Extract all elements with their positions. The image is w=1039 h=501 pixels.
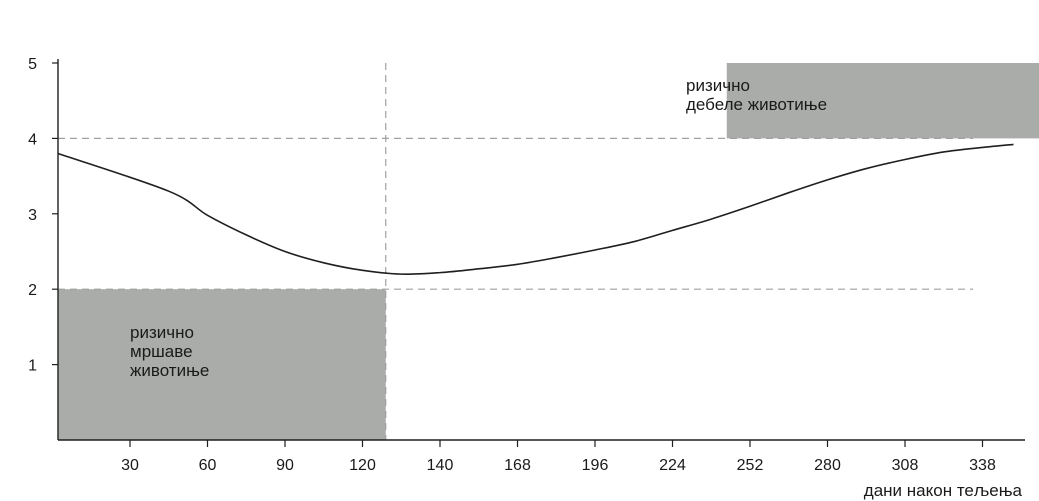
x-tick-label-308: 308 xyxy=(892,457,919,474)
x-tick-label-30: 30 xyxy=(121,457,139,474)
zone-label-high-1: дебеле животиње xyxy=(686,95,827,114)
y-tick-label-2: 2 xyxy=(28,282,37,299)
y-tick-label-4: 4 xyxy=(28,131,37,148)
x-tick-label-196: 196 xyxy=(582,457,609,474)
zone-label-low-1: мршаве xyxy=(130,342,193,361)
curve-layer xyxy=(57,143,1014,275)
x-tick-label-120: 120 xyxy=(349,457,376,474)
x-axis-title: дани након тељења xyxy=(864,481,1023,500)
zone-label-low-2: животиње xyxy=(130,361,209,380)
axes-layer xyxy=(52,59,1025,447)
zone-low xyxy=(58,289,386,440)
reference-lines-layer xyxy=(58,63,973,440)
zone-label-low-0: ризично xyxy=(130,323,194,342)
y-tick-label-5: 5 xyxy=(28,56,37,73)
x-tick-label-252: 252 xyxy=(737,457,764,474)
zone-label-high-0: ризично xyxy=(686,76,750,95)
x-tick-label-90: 90 xyxy=(276,457,294,474)
x-tick-label-140: 140 xyxy=(427,457,454,474)
x-tick-label-224: 224 xyxy=(659,457,686,474)
x-tick-label-280: 280 xyxy=(814,457,841,474)
x-tick-label-338: 338 xyxy=(969,457,996,474)
x-tick-label-60: 60 xyxy=(199,457,217,474)
y-tick-label-3: 3 xyxy=(28,207,37,224)
y-tick-label-1: 1 xyxy=(28,358,37,375)
tick-labels-layer: 1 2 3 4 5 30 60 90 120 140 168 196 224 252 280 308 338 xyxy=(28,56,996,474)
x-tick-label-168: 168 xyxy=(504,457,531,474)
zone-high xyxy=(726,63,1039,139)
series-line xyxy=(57,143,1014,275)
zones-layer xyxy=(58,63,1039,440)
